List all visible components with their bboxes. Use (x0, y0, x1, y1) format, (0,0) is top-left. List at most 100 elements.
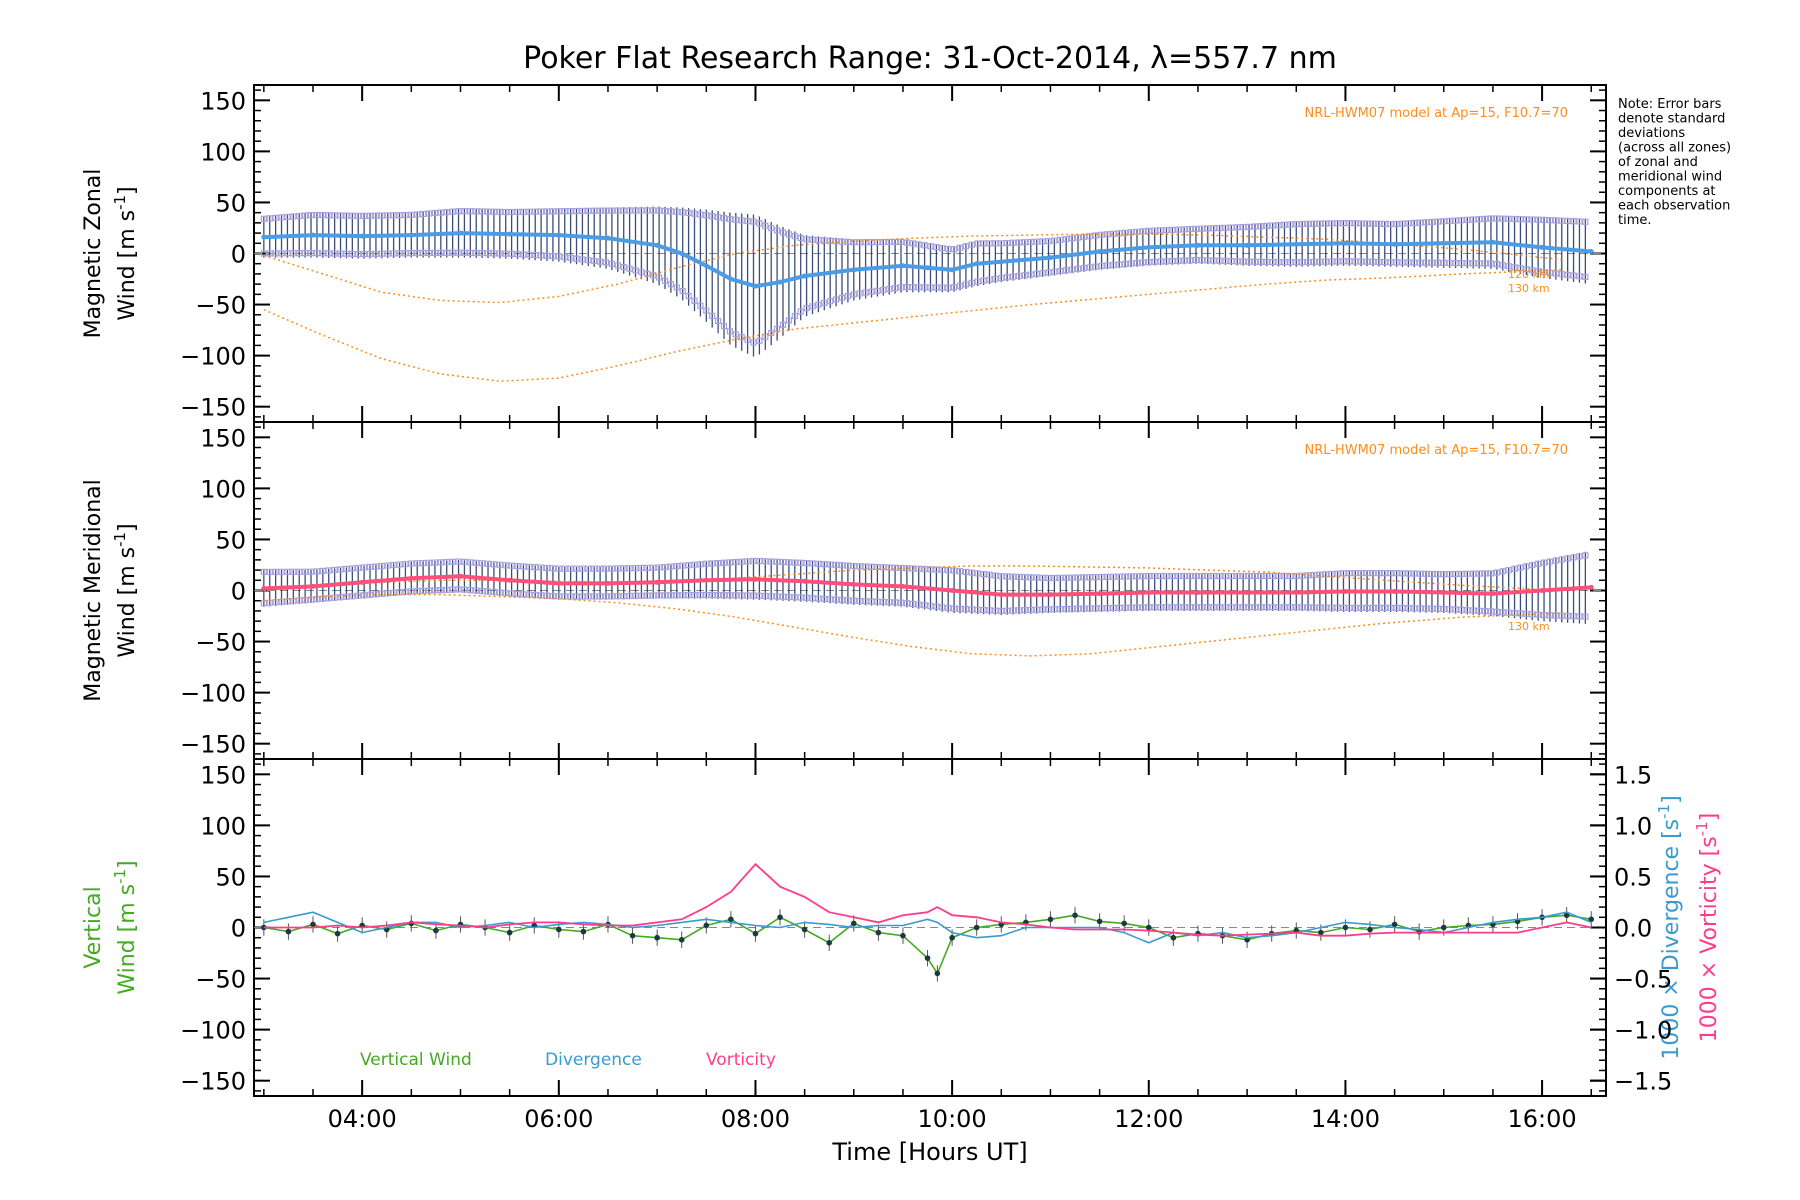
zone-point (1163, 226, 1170, 234)
zone-point (461, 207, 468, 215)
zone-point (856, 597, 863, 605)
zone-point (366, 591, 374, 598)
zone-point (1051, 574, 1058, 582)
zone-point (1481, 260, 1489, 267)
vertical-wind-point (433, 927, 439, 934)
zone-point (809, 560, 816, 567)
zone-point (1021, 272, 1028, 279)
zone-point (473, 587, 480, 594)
zone-point (614, 593, 621, 600)
zone-point (844, 562, 851, 569)
zone-point (1192, 572, 1200, 580)
zone-point (307, 211, 315, 219)
zone-point (1169, 226, 1176, 233)
note-line: of zonal and (1618, 155, 1698, 170)
zone-point (355, 212, 362, 219)
zone-point (1033, 574, 1040, 581)
zone-point (1558, 217, 1565, 224)
zone-point (1104, 605, 1111, 612)
zone-point (1151, 604, 1158, 611)
zone-point (597, 207, 604, 214)
zone-point (856, 563, 863, 570)
zone-point (402, 211, 409, 219)
zone-point (349, 250, 356, 258)
mean-wind-point (1588, 248, 1594, 254)
zone-point (1546, 558, 1554, 565)
mean-wind-point (900, 583, 906, 589)
zone-point (1387, 259, 1394, 266)
zone-point (319, 212, 326, 219)
model-curve (263, 565, 1562, 592)
zone-point (1127, 260, 1135, 267)
y-tick-label: −50 (195, 629, 246, 657)
zone-point (827, 596, 834, 603)
zone-point (1440, 259, 1447, 266)
zone-point (1068, 235, 1076, 242)
zone-point (425, 249, 433, 257)
zone-point (1192, 257, 1200, 264)
vertical-wind-point (900, 932, 906, 939)
zone-point (1375, 258, 1382, 266)
zone-point (555, 565, 562, 572)
zone-point (461, 558, 468, 565)
note-line: Note: Error bars (1618, 97, 1722, 112)
zone-point (1346, 220, 1353, 227)
zone-point (803, 236, 810, 243)
zone-point (1304, 258, 1312, 266)
zone-point (927, 566, 934, 573)
zone-point (1399, 220, 1406, 227)
zone-point (1216, 604, 1223, 611)
mean-wind-point (507, 231, 513, 237)
zone-point (626, 207, 633, 214)
vertical-wind-point (752, 930, 759, 937)
zone-point (673, 562, 680, 570)
zone-point (532, 208, 539, 215)
zone-point (1098, 231, 1105, 238)
zone-point (1523, 216, 1530, 223)
zone-point (1122, 260, 1129, 268)
zone-point (1428, 259, 1436, 266)
zone-point (378, 562, 385, 570)
zone-point (1163, 572, 1170, 580)
zone-point (774, 558, 781, 565)
zone-point (962, 606, 969, 613)
zone-point (1570, 613, 1577, 620)
zone-point (1405, 605, 1412, 612)
zone-point (538, 208, 545, 215)
mean-wind-line (263, 574, 1592, 597)
zone-point (1493, 569, 1500, 576)
vertical-wind-point (1318, 929, 1324, 936)
zone-point (1240, 223, 1247, 231)
zone-point (815, 236, 822, 244)
zone-point (709, 560, 716, 567)
zone-point (1316, 604, 1323, 611)
zone-point (1334, 258, 1341, 265)
zone-point (1540, 611, 1548, 619)
mean-wind-point (925, 265, 931, 271)
zone-point (1399, 570, 1406, 577)
zone-point (1546, 217, 1554, 224)
zone-point (390, 250, 397, 257)
zone-point (1228, 572, 1235, 580)
zone-point (591, 257, 598, 265)
zone-point (803, 559, 810, 567)
y-tick-label: 150 (200, 761, 246, 789)
mean-wind-point (1146, 590, 1152, 596)
zone-point (685, 562, 692, 569)
zone-point (437, 249, 444, 256)
zone-point (868, 598, 875, 605)
zone-point (1405, 220, 1412, 227)
zone-point (1417, 570, 1424, 577)
zone-point (1175, 572, 1182, 580)
zone-point (762, 222, 769, 229)
zone-point (1487, 570, 1495, 577)
zone-point (779, 229, 787, 236)
zone-point (455, 586, 462, 593)
zone-point (921, 565, 928, 573)
mean-wind-point (1490, 239, 1496, 245)
zone-point (1387, 604, 1394, 611)
zone-point (732, 216, 739, 223)
zone-point (897, 599, 905, 606)
zone-point (620, 263, 627, 271)
zone-point (520, 251, 527, 258)
